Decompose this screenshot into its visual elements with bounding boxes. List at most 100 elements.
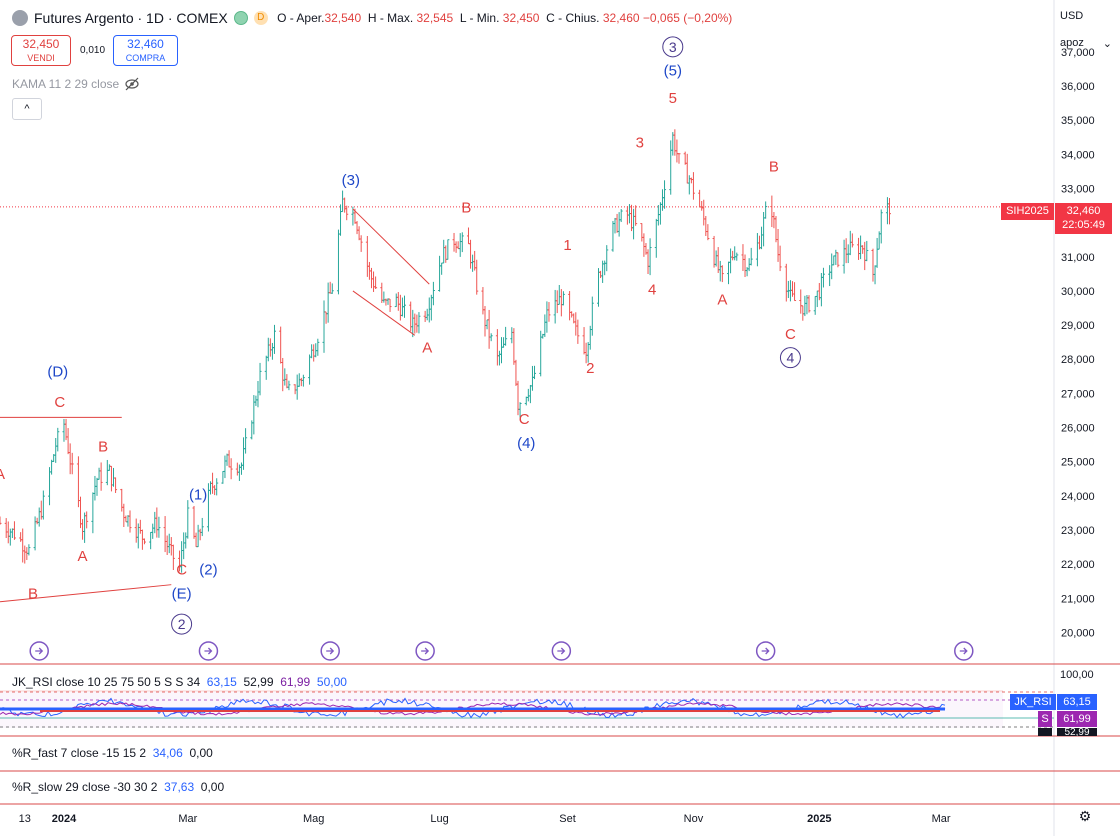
ohlc-bar — [227, 450, 231, 468]
ohlc-bar — [326, 282, 330, 323]
collapse-legend-button[interactable]: ^ — [12, 98, 42, 120]
ohlc-bar — [194, 532, 198, 548]
trendline — [352, 290, 416, 336]
ohlc-bar — [813, 295, 817, 315]
unit-selector[interactable]: apoz ⌄ — [1060, 37, 1112, 50]
ohlc-bar — [268, 338, 272, 357]
ohlc-bar — [850, 233, 854, 248]
wave-label: B — [28, 585, 38, 602]
ohlc-bar — [388, 298, 392, 312]
ohlc-bar — [128, 510, 132, 533]
wave-label: 2 — [178, 616, 186, 632]
wave-label: C — [785, 326, 796, 343]
ohlc-bar — [504, 326, 508, 346]
last-price-tag: 32,460 22:05:49 — [1055, 203, 1112, 234]
ohlc-bar — [714, 250, 718, 267]
ohlc-bar — [729, 248, 733, 274]
wave-label: C — [54, 394, 65, 411]
ohlc-bar — [543, 314, 547, 337]
ohlc-bar — [764, 201, 768, 219]
ohlc-bar — [19, 532, 23, 542]
wave-circle — [779, 347, 801, 369]
ohlc-bar — [615, 213, 619, 233]
wave-label: (4) — [517, 435, 535, 452]
ohlc-bar — [299, 377, 303, 387]
rfast-value-2: 0,00 — [189, 746, 213, 760]
buy-button[interactable]: 32,460 COMPRA — [113, 35, 178, 66]
ohlc-bar — [489, 333, 493, 342]
sell-price: 32,450 — [22, 37, 60, 51]
ohlc-bar — [27, 544, 31, 556]
wave-label: B — [461, 199, 471, 216]
y-tick-label: 31,000 — [1061, 252, 1095, 264]
arrow-right-icon — [421, 647, 430, 655]
ohlc-bar — [456, 241, 460, 250]
wave-label: 1 — [563, 237, 571, 254]
ohlc-bar — [270, 342, 274, 360]
wave-label: 3 — [636, 134, 644, 151]
ohlc-bar — [859, 235, 863, 260]
ohlc-bar — [770, 195, 774, 228]
kama-indicator-legend[interactable]: KAMA 11 2 29 close — [12, 77, 139, 91]
ohlc-bar — [691, 172, 695, 200]
ohlc-bar — [848, 230, 852, 256]
ohlc-bar — [832, 255, 836, 266]
ohlc-bar — [163, 516, 167, 553]
y-tick-label: 35,000 — [1061, 115, 1095, 127]
ohlc-bar — [182, 532, 186, 560]
x-tick-label: 2025 — [807, 813, 831, 825]
delayed-data-icon[interactable]: D — [253, 11, 268, 25]
ohlc-bar — [330, 283, 334, 294]
rsi-value-4: 50,00 — [316, 675, 347, 689]
ohlc-bar — [149, 531, 153, 550]
ohlc-bar — [466, 227, 470, 245]
gear-icon[interactable]: ⚙ — [1078, 808, 1092, 824]
rsi-scale-top: 100,00 — [1060, 669, 1094, 681]
ohlc-bar — [547, 302, 551, 322]
symbol-title[interactable]: Futures Argento · 1D · COMEX — [34, 10, 228, 26]
sell-button[interactable]: 32,450 VENDI — [11, 35, 71, 66]
ohlc-bar — [415, 314, 419, 333]
ohlc-bar — [427, 297, 431, 323]
buy-price: 32,460 — [127, 37, 164, 51]
ohlc-bar — [656, 205, 660, 226]
ohlc-bar — [885, 197, 889, 225]
ohlc-bar — [510, 327, 514, 344]
ohlc-bar — [196, 524, 200, 548]
ohlc-bar — [328, 281, 332, 294]
ohlc-bar — [109, 465, 113, 492]
ohlc-bar — [155, 507, 159, 538]
rslow-legend[interactable]: %R_slow 29 close -30 30 2 37,63 0,00 — [12, 780, 224, 794]
ohlc-bar — [186, 500, 190, 539]
rfast-legend[interactable]: %R_fast 7 close -15 15 2 34,06 0,00 — [12, 746, 213, 760]
y-tick-label: 30,000 — [1061, 286, 1095, 298]
ohlc-bar — [312, 344, 316, 362]
ohlc-bar — [646, 249, 650, 275]
ohlc-bar — [875, 237, 879, 268]
ohlc-bar — [590, 296, 594, 336]
ohlc-bar — [778, 245, 782, 272]
ohlc-bar — [677, 153, 681, 164]
ohlc-bar — [382, 291, 386, 303]
y-tick-label: 21,000 — [1061, 593, 1095, 605]
rsi-legend[interactable]: JK_RSI close 10 25 75 50 5 S S 34 63,15 … — [12, 675, 347, 689]
x-tick-label: Mar — [178, 813, 197, 825]
ohlc-bar — [169, 537, 173, 556]
ohlc-bar — [704, 216, 708, 236]
e-letter-tag: E — [1038, 728, 1052, 736]
ohlc-bar — [41, 490, 45, 520]
ohlc-bar — [85, 511, 89, 529]
ohlc-bar — [516, 380, 520, 416]
arrow-right-icon — [326, 647, 335, 655]
ohlc-bar — [481, 287, 485, 315]
ohlc-bar — [120, 488, 124, 512]
ohlc-bar — [374, 276, 378, 289]
symbol-header: Futures Argento · 1D · COMEX D O - Aper.… — [12, 10, 732, 26]
ohlc-bar — [648, 238, 652, 276]
symbol-tag: SIH2025 — [1001, 203, 1054, 220]
currency-selector[interactable]: USD — [1060, 10, 1084, 22]
eye-hidden-icon[interactable] — [125, 77, 139, 91]
ohlc-bar — [114, 477, 118, 493]
x-tick-label: 2024 — [52, 813, 77, 825]
